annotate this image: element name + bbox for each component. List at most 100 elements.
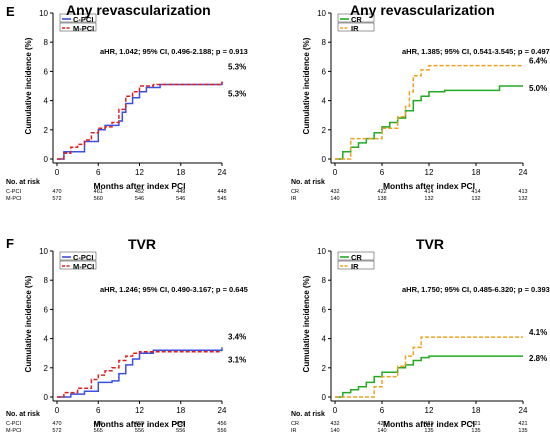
risk-value: 421 xyxy=(424,421,433,427)
legend-label-ir: IR xyxy=(351,24,359,33)
end-value-label: 3.4% xyxy=(228,333,246,342)
risk-value: 414 xyxy=(424,189,433,195)
series-line-m-pci xyxy=(57,81,223,160)
risk-value: 138 xyxy=(377,196,386,202)
risk-value: 425 xyxy=(377,421,386,427)
x-axis-label: Months after index PCI xyxy=(383,419,475,429)
risk-row-label: C-PCI xyxy=(6,421,21,427)
x-tick-label: 12 xyxy=(135,168,144,177)
legend-frame xyxy=(337,251,375,261)
risk-value: 545 xyxy=(217,196,226,202)
risk-value: 556 xyxy=(135,428,144,434)
risk-value: 135 xyxy=(424,428,433,434)
y-tick-label: 10 xyxy=(317,9,326,18)
x-tick-label: 0 xyxy=(55,406,60,415)
chart-title-e-right: Any revascularization xyxy=(350,2,495,18)
x-axis-label: Months after index PCI xyxy=(93,181,185,191)
y-axis-label: Cumulative incidence (%) xyxy=(24,275,33,372)
x-tick-label: 6 xyxy=(96,168,101,177)
risk-value: 135 xyxy=(471,428,480,434)
legend-frame xyxy=(59,251,97,261)
x-tick-label: 24 xyxy=(519,406,528,415)
series-line-m-pci xyxy=(57,350,222,398)
risk-value: 421 xyxy=(518,421,527,427)
risk-value: 132 xyxy=(471,196,480,202)
y-tick-label: 2 xyxy=(44,364,49,373)
risk-value: 132 xyxy=(518,196,527,202)
x-tick-label: 24 xyxy=(218,406,227,415)
risk-value: 470 xyxy=(52,189,61,195)
x-tick-label: 0 xyxy=(333,406,338,415)
y-tick-label: 8 xyxy=(322,276,327,285)
end-value-label: 4.1% xyxy=(529,328,547,337)
end-value-label: 5.0% xyxy=(529,84,547,93)
series-line-cr xyxy=(335,85,523,160)
risk-table-header: No. at risk xyxy=(291,179,325,186)
risk-value: 422 xyxy=(377,189,386,195)
risk-row-label: IR xyxy=(291,196,297,202)
panel-letter-e: E xyxy=(6,4,15,19)
y-axis-label: Cumulative incidence (%) xyxy=(302,275,311,372)
annotation-text: aHR, 1.750; 95% CI, 0.485-6.320; p = 0.3… xyxy=(402,285,550,294)
risk-row-label: IR xyxy=(291,428,297,434)
y-tick-label: 6 xyxy=(322,67,327,76)
legend-frame xyxy=(337,22,375,32)
y-tick-label: 0 xyxy=(44,393,49,402)
risk-value: 414 xyxy=(471,189,480,195)
y-tick-label: 6 xyxy=(322,305,327,314)
x-tick-label: 6 xyxy=(380,168,385,177)
x-tick-label: 24 xyxy=(218,168,227,177)
x-tick-label: 6 xyxy=(380,406,385,415)
y-tick-label: 4 xyxy=(44,97,49,106)
x-tick-label: 18 xyxy=(176,406,185,415)
chart-title-f-left: TVR xyxy=(128,236,156,252)
legend-frame xyxy=(337,13,375,23)
risk-value: 135 xyxy=(518,428,527,434)
y-tick-label: 2 xyxy=(322,364,327,373)
legend-frame xyxy=(59,260,97,270)
end-value-label: 2.8% xyxy=(529,354,547,363)
risk-value: 140 xyxy=(330,428,339,434)
series-line-ir xyxy=(335,64,523,160)
y-tick-label: 8 xyxy=(44,38,49,47)
annotation-text: aHR, 1.385; 95% CI, 0.541-3.545; p = 0.4… xyxy=(402,47,550,56)
y-tick-label: 2 xyxy=(44,126,49,135)
x-tick-label: 0 xyxy=(333,168,338,177)
risk-value: 546 xyxy=(176,196,185,202)
series-line-c-pci xyxy=(57,81,223,160)
annotation-text: aHR, 1.042; 95% CI, 0.496-2.188; p = 0.9… xyxy=(100,47,248,56)
y-tick-label: 8 xyxy=(44,276,49,285)
y-tick-label: 10 xyxy=(317,247,326,256)
risk-value: 466 xyxy=(94,421,103,427)
risk-value: 461 xyxy=(94,189,103,195)
legend-label-ir: IR xyxy=(351,262,359,271)
end-value-label: 5.3% xyxy=(228,63,246,72)
risk-row-label: CR xyxy=(291,421,299,427)
x-axis-label: Months after index PCI xyxy=(93,419,185,429)
end-value-label: 3.1% xyxy=(228,355,246,364)
legend-frame xyxy=(337,260,375,270)
risk-value: 572 xyxy=(52,428,61,434)
risk-row-label: M-PCI xyxy=(6,428,22,434)
panel-letter-f: F xyxy=(6,236,14,251)
x-tick-label: 12 xyxy=(425,406,434,415)
legend-label-c-pci: C-PCI xyxy=(73,253,93,262)
y-tick-label: 4 xyxy=(322,97,327,106)
x-tick-label: 24 xyxy=(519,168,528,177)
y-tick-label: 4 xyxy=(322,335,327,344)
y-tick-label: 0 xyxy=(322,155,327,164)
legend-label-cr: CR xyxy=(351,253,362,262)
risk-value: 452 xyxy=(135,189,144,195)
y-tick-label: 10 xyxy=(39,247,48,256)
end-value-label: 6.4% xyxy=(529,57,547,66)
x-tick-label: 0 xyxy=(55,168,60,177)
risk-value: 470 xyxy=(52,421,61,427)
risk-value: 449 xyxy=(176,189,185,195)
legend-frame xyxy=(59,13,97,23)
risk-value: 565 xyxy=(94,428,103,434)
chart-title-f-right: TVR xyxy=(416,236,444,252)
x-axis-label: Months after index PCI xyxy=(383,181,475,191)
y-tick-label: 2 xyxy=(322,126,327,135)
legend-label-cr: CR xyxy=(351,15,362,24)
risk-value: 572 xyxy=(52,196,61,202)
